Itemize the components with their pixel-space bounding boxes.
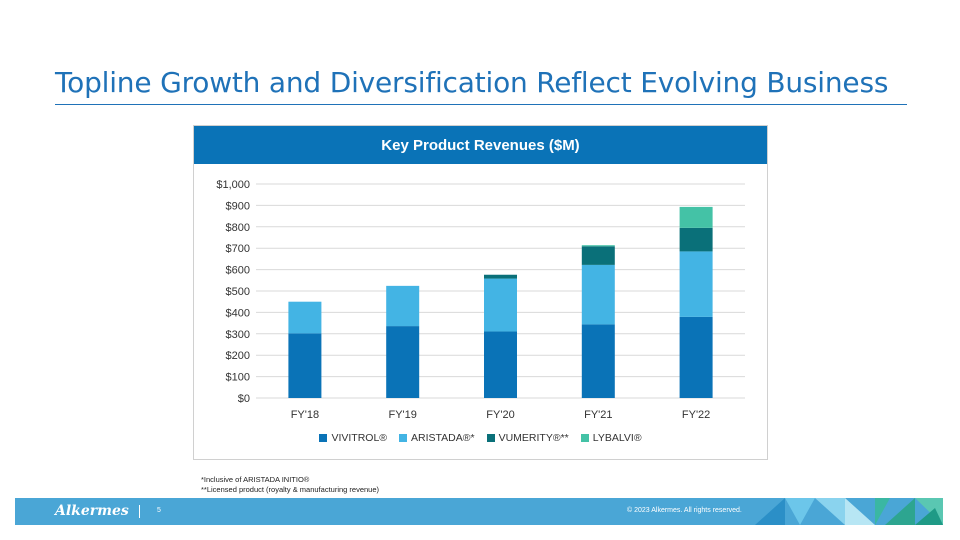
- footnotes: *Inclusive of ARISTADA INITIO® **License…: [201, 475, 379, 494]
- legend-item-aristada: ARISTADA®*: [399, 432, 475, 444]
- y-tick-label: $1,000: [216, 179, 250, 191]
- y-tick-label: $200: [226, 350, 250, 362]
- legend-label: ARISTADA®*: [411, 432, 475, 444]
- y-tick-label: $500: [226, 286, 250, 298]
- x-tick-label: FY'22: [682, 409, 710, 421]
- legend-swatch: [399, 434, 408, 442]
- bar-vumerity-3: [581, 246, 615, 265]
- footer-bar: Alkermes 5 © 2023 Alkermes. All rights r…: [15, 498, 943, 525]
- footnote-licensed: **Licensed product (royalty & manufactur…: [201, 484, 380, 494]
- bar-aristada-3: [581, 264, 615, 325]
- bar-lybalvi-3: [581, 245, 615, 247]
- legend-item-lybalvi: LYBALVI®: [580, 432, 642, 444]
- y-tick-label: $600: [226, 265, 250, 277]
- footnote-aristada: *Inclusive of ARISTADA INITIO®: [201, 475, 310, 484]
- chart-title: Key Product Revenues ($M): [194, 126, 767, 164]
- y-tick-label: $800: [226, 222, 250, 234]
- x-tick-label: FY'19: [388, 409, 416, 421]
- bar-aristada-0: [288, 301, 322, 334]
- revenue-chart: $0 $100 $200 $300 $400 $500 $600 $700 $800 $900 $1…: [216, 179, 745, 421]
- page-number: 5: [157, 507, 161, 514]
- legend-swatch: [319, 434, 328, 442]
- title-divider: [55, 104, 907, 105]
- bar-aristada-2: [484, 278, 517, 332]
- bar-aristada-4: [679, 251, 713, 317]
- legend-swatch: [486, 434, 495, 442]
- bar-aristada-1: [386, 285, 420, 327]
- y-tick-label: $100: [226, 372, 250, 384]
- legend-item-vivitrol: VIVITROL®: [319, 432, 387, 444]
- y-tick-label: $300: [226, 329, 250, 341]
- bar-vumerity-2: [484, 274, 517, 279]
- bar-vivitrol-1: [386, 326, 420, 398]
- bar-vivitrol-0: [288, 333, 322, 398]
- legend-label: VIVITROL®: [331, 432, 388, 444]
- decorative-triangles: [755, 498, 943, 525]
- y-tick-label: $0: [238, 393, 250, 405]
- legend-label: LYBALVI®: [592, 432, 642, 444]
- bar-vivitrol-4: [679, 316, 713, 398]
- chart-card: Key Product Revenues ($M) $0 $100 $200 $300…: [193, 125, 768, 460]
- copyright-text: © 2023 Alkermes. All rights reserved.: [627, 507, 742, 514]
- legend-swatch: [580, 434, 589, 442]
- y-tick-label: $900: [226, 200, 250, 212]
- bar-vumerity-4: [679, 227, 713, 252]
- y-tick-label: $400: [226, 307, 250, 319]
- legend-label: VUMERITY®**: [498, 432, 569, 444]
- page-title: Topline Growth and Diversification Refle…: [55, 66, 889, 99]
- bar-vivitrol-2: [484, 331, 517, 398]
- legend-item-vumerity: VUMERITY®**: [486, 432, 569, 444]
- y-tick-label: $700: [226, 243, 250, 255]
- bar-vivitrol-3: [581, 324, 615, 398]
- chart-legend: VIVITROL® ARISTADA®* VUMERITY®** LYBALVI®: [194, 432, 767, 444]
- footer-divider: [139, 505, 140, 518]
- x-tick-label: FY'18: [291, 409, 319, 421]
- x-tick-label: FY'21: [584, 409, 612, 421]
- x-tick-label: FY'20: [486, 409, 514, 421]
- alkermes-logo: Alkermes: [55, 503, 129, 519]
- bar-lybalvi-4: [679, 206, 713, 228]
